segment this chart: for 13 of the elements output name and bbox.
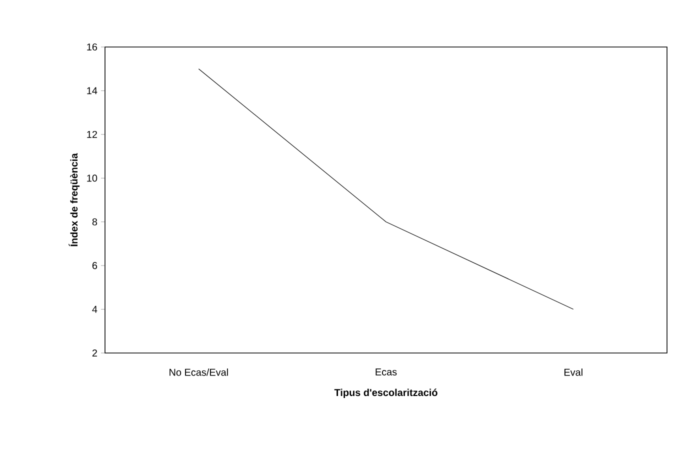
y-tick-label: 10 bbox=[87, 174, 98, 182]
x-tick-label: No Ecas/Eval bbox=[170, 368, 228, 376]
y-tick-label: 14 bbox=[87, 87, 98, 94]
x-axis-title: Tipus d'escolarització bbox=[334, 388, 438, 398]
y-tick-label: 4 bbox=[92, 306, 98, 313]
y-tick-label: 8 bbox=[92, 218, 98, 226]
y-tick-label: 2 bbox=[92, 350, 97, 356]
y-tick-label: 12 bbox=[87, 130, 97, 138]
x-tick-label: Eval bbox=[564, 368, 582, 376]
y-tick-label: 6 bbox=[92, 262, 98, 270]
y-tick-label: 16 bbox=[87, 43, 98, 51]
y-axis-title: Índex de freqüència bbox=[68, 153, 80, 246]
x-tick-label: Ecas bbox=[376, 368, 397, 376]
